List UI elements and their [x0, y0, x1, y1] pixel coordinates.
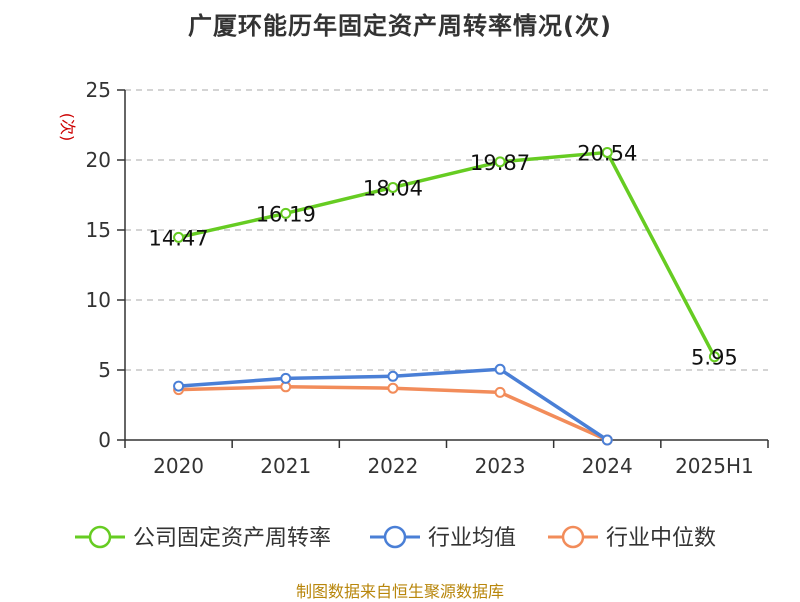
y-tick-label: 25: [86, 78, 111, 102]
x-tick-label: 2021: [260, 454, 311, 478]
data-point: [387, 181, 399, 193]
legend-label: 行业均值: [428, 526, 516, 551]
y-axis-label: (次): [58, 113, 77, 142]
y-tick-label: 0: [98, 428, 111, 452]
data-point: [280, 207, 292, 219]
legend-marker: [88, 525, 112, 549]
data-point: [601, 434, 613, 446]
series-line-0: [178, 150, 716, 358]
data-point: [387, 382, 399, 394]
data-label: 19.87: [470, 151, 530, 175]
x-tick-label: 2024: [582, 454, 633, 478]
data-point: [173, 231, 185, 243]
x-tick-label: 2022: [367, 454, 418, 478]
legend-label: 行业中位数: [606, 526, 716, 551]
data-source-note: 制图数据来自恒生聚源数据库: [295, 582, 504, 601]
data-label: 20.54: [577, 141, 637, 165]
series-line-2: [178, 385, 608, 442]
y-tick-label: 10: [86, 288, 111, 312]
axes: 0 5 10 15 20 25 2020 2021 2022 2023 2024 2025H1 (次): [58, 78, 769, 478]
data-label: 18.04: [363, 176, 423, 200]
data-point: [387, 370, 399, 382]
data-point: [708, 351, 720, 363]
x-tick-label: 2025H1: [675, 454, 754, 478]
data-point: [601, 146, 613, 158]
data-point: [280, 372, 292, 384]
chart-title: 广厦环能历年固定资产周转率情况(次): [188, 12, 612, 40]
data-label: 16.19: [256, 202, 316, 226]
data-point: [494, 363, 506, 375]
data-point: [173, 380, 185, 392]
legend-marker: [561, 525, 585, 549]
legend-label: 公司固定资产周转率: [133, 526, 331, 551]
data-label: 14.47: [149, 226, 209, 250]
data-point: [494, 156, 506, 168]
legend-marker: [383, 525, 407, 549]
series-lines: [173, 146, 720, 446]
x-tick-label: 2023: [475, 454, 526, 478]
y-tick-label: 15: [86, 218, 111, 242]
data-label: 5.95: [691, 346, 738, 370]
data-point: [494, 386, 506, 398]
data-labels: 14.47 16.19 18.04 19.87 20.54 5.95: [149, 141, 738, 369]
y-tick-label: 20: [86, 148, 111, 172]
y-tick-label: 5: [98, 358, 111, 382]
legend: 公司固定资产周转率 行业均值 行业中位数: [75, 525, 716, 551]
grid-lines: [125, 89, 768, 371]
x-tick-label: 2020: [153, 454, 204, 478]
